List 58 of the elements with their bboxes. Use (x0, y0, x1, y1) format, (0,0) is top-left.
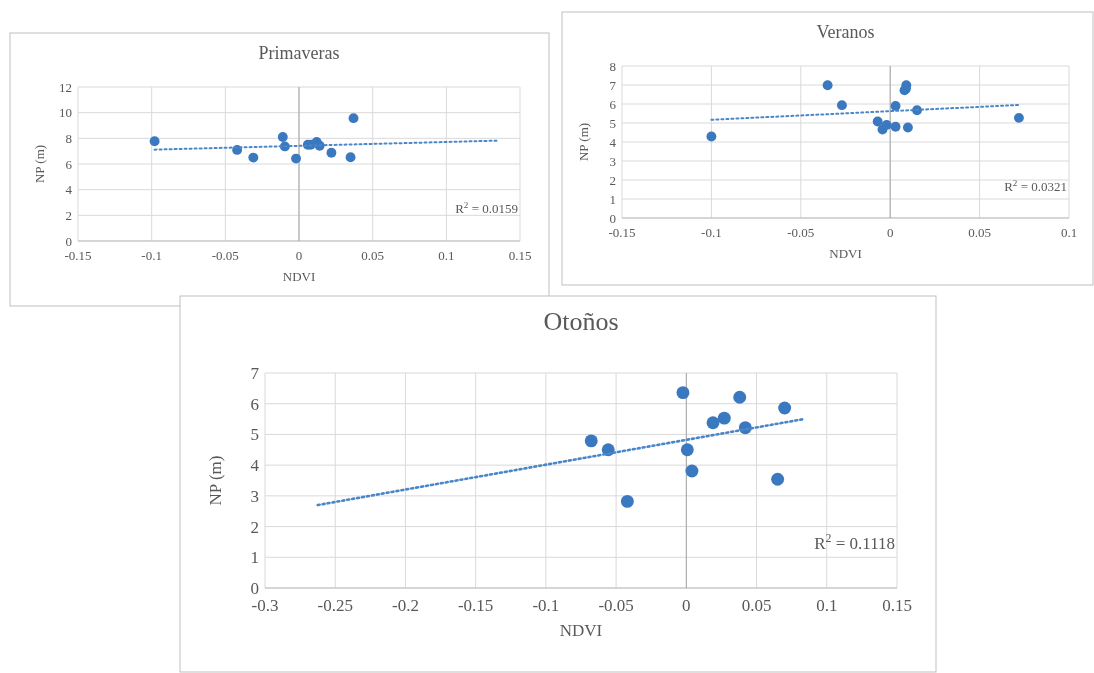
x-tick-label: 0.05 (968, 225, 991, 240)
x-tick-label: 0 (682, 596, 691, 615)
x-tick-label: -0.25 (317, 596, 353, 615)
x-tick-label: 0.1 (816, 596, 838, 615)
x-tick-label: -0.1 (701, 225, 722, 240)
x-tick-label: 0.05 (741, 596, 772, 615)
x-tick-label: -0.1 (141, 248, 162, 263)
x-tick-label: 0.1 (438, 248, 455, 263)
x-tick-label: -0.15 (64, 248, 92, 263)
x-tick-label: -0.15 (608, 225, 636, 240)
y-axis-title: NP (m) (576, 122, 592, 162)
y-tick-label: 1 (609, 191, 616, 207)
x-tick-label: 0 (295, 248, 303, 263)
x-tick-label: 0.15 (508, 248, 532, 263)
y-axis-title: NP (m) (205, 455, 225, 506)
y-tick-label: 4 (609, 134, 617, 150)
y-axis-title: NP (m) (32, 144, 48, 184)
y-tick-label: 6 (609, 96, 617, 112)
y-tick-label: 7 (250, 363, 260, 383)
annotation: R$^{2}$ = 0.0321 (1004, 177, 1067, 194)
y-tick-label: 2 (609, 172, 616, 188)
x-tick-label: -0.05 (211, 248, 239, 263)
y-tick-label: 4 (65, 182, 73, 198)
x-tick-label: 0.1 (1060, 225, 1078, 240)
x-tick-label: -0.05 (787, 225, 815, 240)
y-tick-label: 3 (250, 486, 259, 506)
y-tick-label: 5 (609, 115, 616, 131)
y-tick-label: 12 (59, 79, 72, 95)
x-axis-title: NDVI (829, 246, 862, 261)
x-tick-label: 0 (886, 225, 894, 240)
y-tick-label: 6 (65, 156, 73, 172)
x-axis-title: NDVI (559, 621, 603, 640)
y-tick-label: 1 (250, 548, 259, 568)
y-tick-label: 2 (250, 517, 259, 537)
y-tick-label: 10 (59, 105, 72, 121)
y-tick-label: 3 (609, 153, 616, 169)
y-tick-label: 8 (609, 58, 616, 74)
chart-title: Otoños (543, 307, 619, 336)
x-tick-label: -0.1 (532, 596, 560, 615)
y-tick-label: 0 (609, 210, 616, 226)
y-tick-label: 2 (65, 207, 72, 223)
y-tick-label: 6 (250, 394, 259, 414)
chart-title: Veranos (816, 22, 875, 42)
x-tick-label: -0.05 (598, 596, 634, 615)
y-tick-label: 4 (250, 456, 260, 476)
x-axis-title: NDVI (282, 269, 316, 284)
y-tick-label: 0 (250, 578, 259, 598)
x-tick-label: 0.15 (882, 596, 912, 615)
y-tick-label: 7 (609, 77, 617, 93)
annotation: R$^{2}$ = 0.1118 (814, 531, 895, 554)
x-tick-label: 0.05 (361, 248, 385, 263)
x-tick-label: -0.3 (251, 596, 279, 615)
y-tick-label: 8 (65, 130, 72, 146)
x-tick-label: -0.15 (457, 596, 494, 615)
x-tick-label: -0.2 (391, 596, 419, 615)
annotation: R$^{2}$ = 0.0159 (455, 200, 518, 217)
chart-title: Primaveras (258, 43, 340, 63)
y-tick-label: 5 (250, 425, 259, 445)
